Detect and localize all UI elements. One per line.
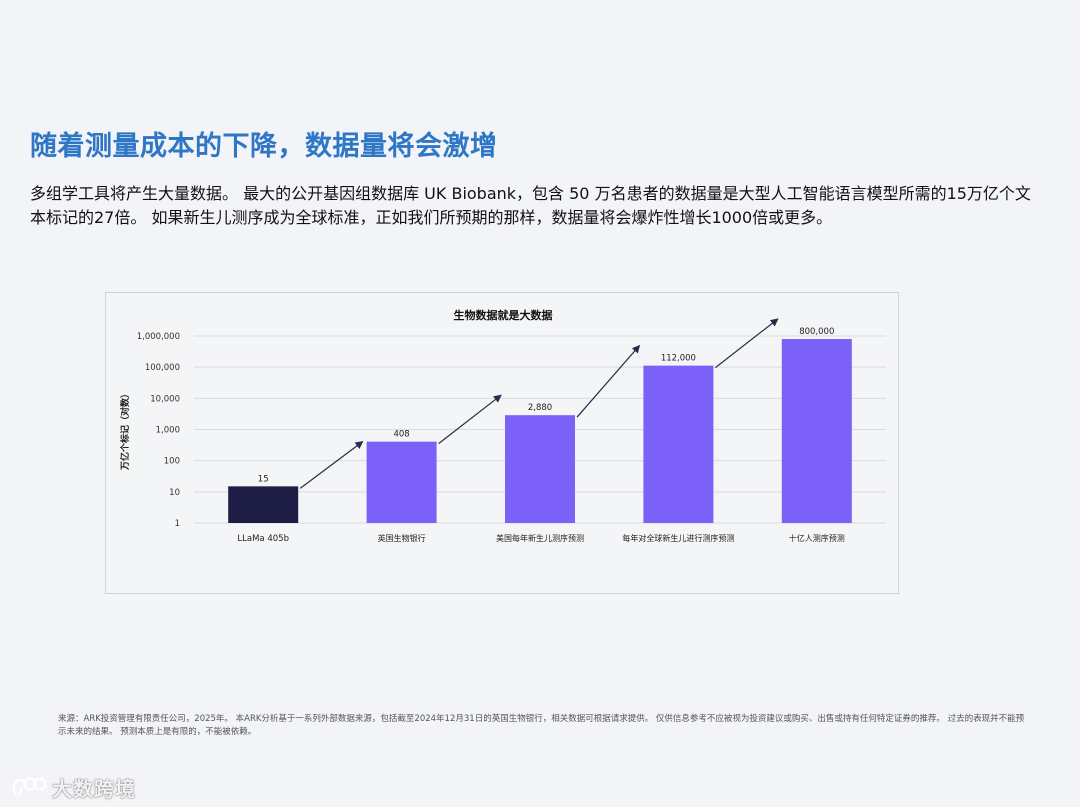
bar-3 <box>643 365 714 523</box>
y-tick-label: 1,000 <box>156 426 180 436</box>
bar-value-label: 112,000 <box>661 354 696 364</box>
y-tick-label: 10 <box>169 488 180 498</box>
x-category-label: 每年对全球新生儿进行测序预测 <box>622 533 734 543</box>
x-category-label: 十亿人测序预测 <box>789 533 845 543</box>
chart-title: 生物数据就是大数据 <box>454 308 553 322</box>
body-paragraph: 多组学工具将产生大量数据。 最大的公开基因组数据库 UK Biobank，包含 … <box>30 184 1031 227</box>
bar-1 <box>366 441 437 523</box>
watermark-text: 大数跨境 <box>52 776 136 801</box>
trend-arrow <box>438 394 502 445</box>
y-tick-label: 100 <box>164 457 180 467</box>
source-footnote: 来源：ARK投资管理有限责任公司，2025年。 本ARK分析基于一系列外部数据来… <box>58 714 1025 737</box>
y-tick-label: 1 <box>175 519 180 529</box>
page-title: 随着测量成本的下降，数据量将会激增 <box>30 131 498 162</box>
trend-arrow <box>715 318 779 369</box>
trend-arrow <box>299 441 364 489</box>
watermark-logo-icon <box>12 777 47 798</box>
x-category-label: LLaMa 405b <box>237 534 289 544</box>
bar-2 <box>505 415 575 523</box>
y-tick-label: 10,000 <box>150 394 180 404</box>
chart-container: 生物数据就是大数据万亿个标记（对数） 1 10 100 1,000 10,000 100,0… <box>105 292 899 594</box>
y-tick-label: 100,000 <box>145 363 180 373</box>
x-category-label: 英国生物银行 <box>378 533 426 543</box>
bar-value-label: 408 <box>393 430 409 440</box>
y-axis-label: 万亿个标记（对数） <box>119 389 131 471</box>
x-category-label: 美国每年新生儿测序预测 <box>496 533 584 543</box>
bar-value-label: 800,000 <box>799 327 834 337</box>
trend-arrow <box>576 344 641 418</box>
bar-0 <box>228 486 299 523</box>
watermark: 大数跨境 <box>10 772 136 802</box>
bar-4 <box>781 339 852 523</box>
bar-value-label: 15 <box>258 474 269 484</box>
bar-value-label: 2,880 <box>528 403 552 413</box>
y-tick-label: 1,000,000 <box>137 332 180 342</box>
